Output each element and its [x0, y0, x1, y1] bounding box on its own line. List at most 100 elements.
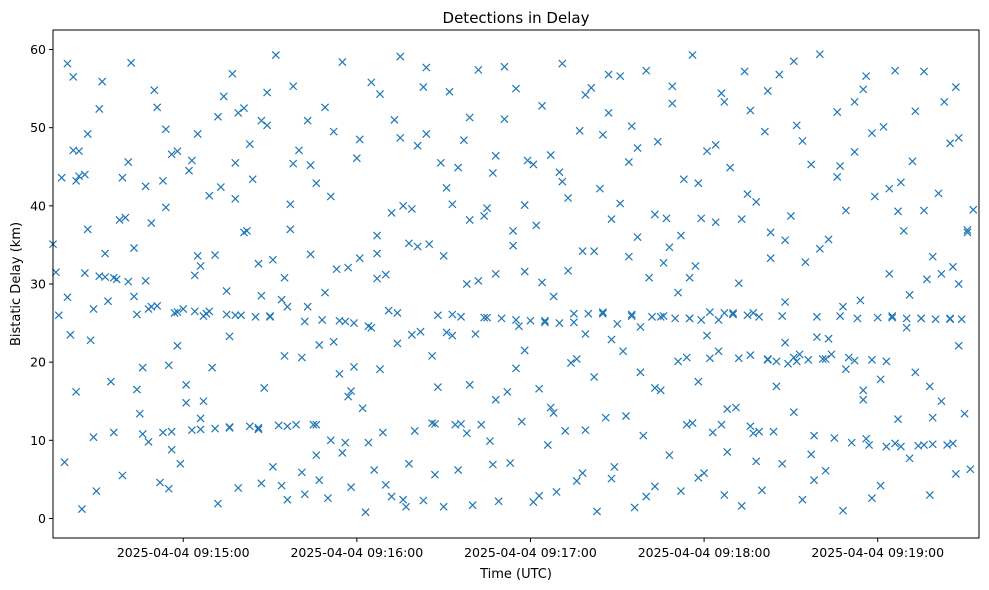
data-point-marker	[344, 392, 353, 401]
data-point-marker	[101, 272, 110, 281]
data-point-marker	[196, 262, 205, 271]
data-point-marker	[367, 78, 376, 87]
data-point-marker	[164, 484, 173, 493]
data-point-marker	[167, 427, 176, 436]
data-point-marker	[555, 168, 564, 177]
data-point-marker	[928, 413, 937, 422]
data-point-marker	[277, 295, 286, 304]
data-point-marker	[853, 314, 862, 323]
data-point-marker	[810, 431, 819, 440]
data-point-marker	[422, 63, 431, 72]
data-point-marker	[141, 276, 150, 285]
data-point-marker	[80, 170, 89, 179]
data-point-marker	[688, 419, 697, 428]
data-point-marker	[566, 358, 576, 367]
data-point-marker	[268, 462, 277, 471]
data-point-marker	[329, 127, 338, 136]
data-point-marker	[827, 350, 836, 359]
data-point-marker	[338, 58, 347, 67]
x-axis-ticks: 2025-04-04 09:15:00 2025-04-04 09:16:00 20…	[117, 538, 944, 560]
data-point-marker	[69, 146, 78, 155]
data-point-marker	[552, 487, 561, 496]
data-point-marker	[239, 104, 249, 113]
data-point-marker	[433, 311, 442, 320]
data-point-marker	[289, 82, 298, 91]
data-point-marker	[752, 197, 761, 206]
data-point-marker	[659, 258, 668, 267]
data-point-marker	[86, 336, 95, 345]
data-point-marker	[928, 252, 937, 261]
data-point-marker	[349, 362, 358, 371]
data-point-marker	[491, 151, 500, 160]
data-point-marker	[662, 214, 671, 223]
data-point-marker	[176, 459, 185, 468]
data-point-marker	[859, 85, 868, 94]
data-point-marker	[636, 368, 645, 377]
data-point-marker	[477, 420, 486, 429]
data-point-marker	[179, 304, 188, 314]
data-point-marker	[647, 312, 657, 321]
data-point-marker	[370, 465, 379, 475]
data-point-marker	[326, 436, 335, 445]
data-point-marker	[711, 218, 720, 227]
data-point-marker	[404, 239, 413, 248]
data-point-marker	[838, 506, 848, 515]
data-point-marker	[196, 425, 205, 434]
data-point-marker	[705, 308, 714, 317]
data-point-marker	[746, 351, 755, 360]
data-point-marker	[613, 319, 622, 328]
data-point-marker	[352, 154, 361, 163]
data-point-marker	[320, 103, 330, 112]
data-point-marker	[103, 297, 113, 306]
data-point-marker	[251, 312, 260, 321]
y-axis-ticks: 0 10 20 30 40 50 60	[30, 42, 53, 526]
data-point-marker	[572, 355, 581, 364]
data-point-marker	[801, 258, 810, 267]
data-point-marker	[213, 499, 222, 508]
data-point-marker	[63, 59, 72, 68]
data-point-marker	[211, 424, 220, 433]
data-point-marker	[763, 86, 772, 95]
x-axis-label: Time (UTC)	[479, 567, 552, 582]
data-point-marker	[63, 293, 72, 302]
data-point-marker	[697, 214, 706, 223]
data-point-marker	[789, 353, 798, 362]
data-point-marker	[283, 422, 292, 431]
data-point-marker	[130, 292, 139, 301]
data-point-marker	[781, 338, 790, 347]
data-point-marker	[506, 458, 515, 467]
data-point-marker	[474, 276, 483, 285]
data-point-marker	[341, 438, 350, 447]
data-point-marker	[610, 462, 619, 471]
data-point-marker	[569, 309, 578, 318]
data-point-marker	[569, 318, 578, 327]
data-point-marker	[77, 505, 86, 514]
data-point-marker	[109, 428, 118, 437]
data-point-marker	[138, 430, 147, 439]
data-point-marker	[173, 341, 182, 350]
data-point-marker	[407, 204, 416, 213]
data-point-marker	[465, 380, 474, 389]
data-point-marker	[636, 322, 645, 332]
data-point-marker	[564, 266, 573, 275]
data-point-marker	[98, 77, 107, 86]
data-point-marker	[89, 433, 98, 442]
data-point-marker	[280, 273, 289, 282]
data-point-marker	[604, 108, 613, 117]
data-point-marker	[127, 58, 136, 67]
data-point-marker	[867, 494, 876, 503]
data-point-marker	[373, 231, 382, 240]
data-point-marker	[184, 166, 194, 175]
data-point-marker	[697, 315, 706, 324]
data-point-marker	[717, 89, 726, 98]
data-point-marker	[639, 431, 648, 440]
data-point-marker	[430, 470, 439, 479]
data-point-marker	[393, 339, 402, 348]
data-point-marker	[373, 274, 382, 283]
data-point-marker	[833, 172, 842, 181]
data-point-marker	[876, 375, 885, 384]
data-point-marker	[578, 247, 587, 256]
data-point-marker	[462, 429, 471, 438]
data-point-marker	[720, 97, 729, 106]
